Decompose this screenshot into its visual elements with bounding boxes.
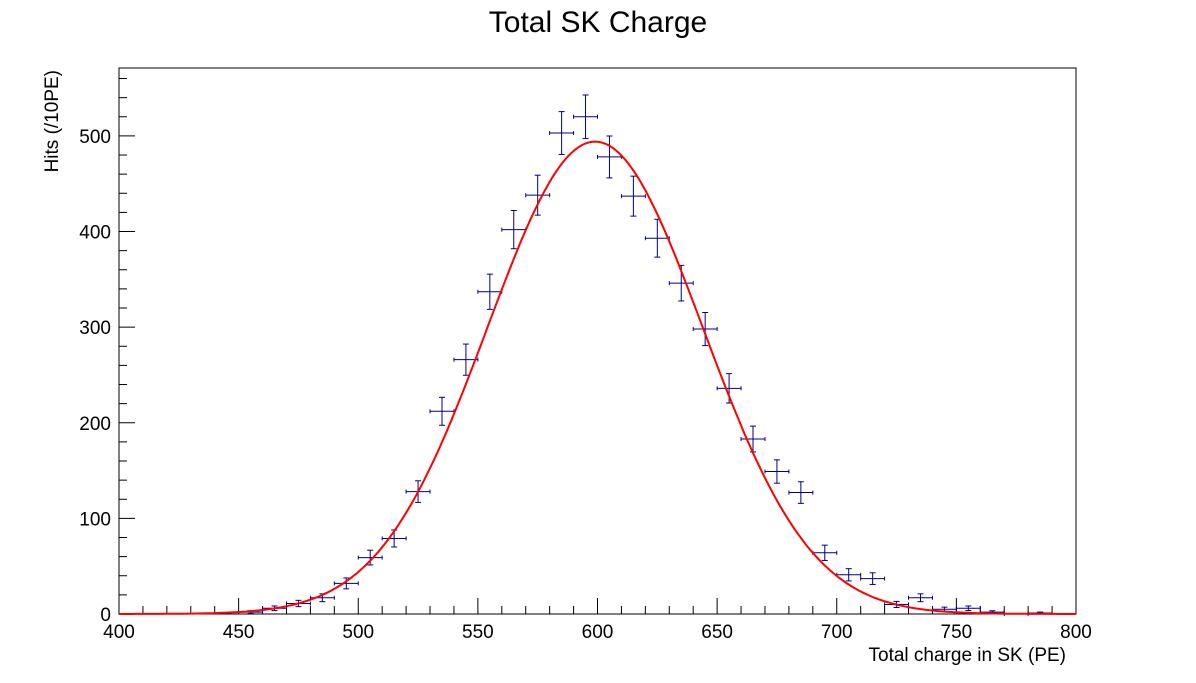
data-point bbox=[525, 174, 551, 216]
data-point bbox=[573, 94, 598, 140]
data-point bbox=[788, 481, 814, 504]
data-point bbox=[501, 209, 527, 250]
x-tick-label: 650 bbox=[701, 622, 733, 643]
y-axis: 0 100 200 300 400 500 bbox=[79, 78, 135, 626]
fit-curve bbox=[119, 140, 1076, 615]
data-point bbox=[908, 593, 933, 603]
data-point bbox=[860, 572, 886, 585]
x-tick-label: 400 bbox=[103, 622, 135, 643]
data-point bbox=[668, 264, 694, 302]
data-point bbox=[955, 605, 981, 612]
y-tick-label: 100 bbox=[79, 509, 111, 530]
x-tick-label: 800 bbox=[1060, 622, 1092, 643]
y-tick-label: 300 bbox=[79, 318, 111, 339]
x-axis-label: Total charge in SK (PE) bbox=[869, 645, 1066, 666]
data-point bbox=[453, 343, 479, 376]
y-axis-label: Hits (/10PE) bbox=[42, 70, 63, 172]
x-axis: 400 450 500 550 600 650 700 750 800 bbox=[103, 598, 1092, 643]
x-tick-label: 500 bbox=[342, 622, 374, 643]
data-point bbox=[333, 577, 359, 590]
data-point bbox=[477, 273, 503, 310]
x-tick-label: 550 bbox=[462, 622, 494, 643]
x-tick-label: 700 bbox=[821, 622, 853, 643]
data-point bbox=[644, 218, 670, 258]
y-tick-label: 500 bbox=[79, 127, 111, 148]
data-point bbox=[692, 312, 718, 347]
y-tick-label: 200 bbox=[79, 414, 111, 435]
data-point bbox=[549, 111, 575, 155]
data-point bbox=[620, 175, 646, 217]
y-tick-label: 400 bbox=[79, 223, 111, 244]
data-point bbox=[357, 549, 383, 566]
chart-title: Total SK Charge bbox=[489, 6, 707, 39]
x-tick-label: 600 bbox=[582, 622, 614, 643]
x-tick-label: 750 bbox=[941, 622, 973, 643]
y-tick-label: 0 bbox=[100, 605, 111, 626]
x-tick-label: 450 bbox=[223, 622, 255, 643]
data-point bbox=[764, 459, 790, 484]
data-series bbox=[238, 94, 1053, 616]
plot-frame bbox=[118, 67, 1077, 615]
data-point bbox=[740, 425, 766, 453]
